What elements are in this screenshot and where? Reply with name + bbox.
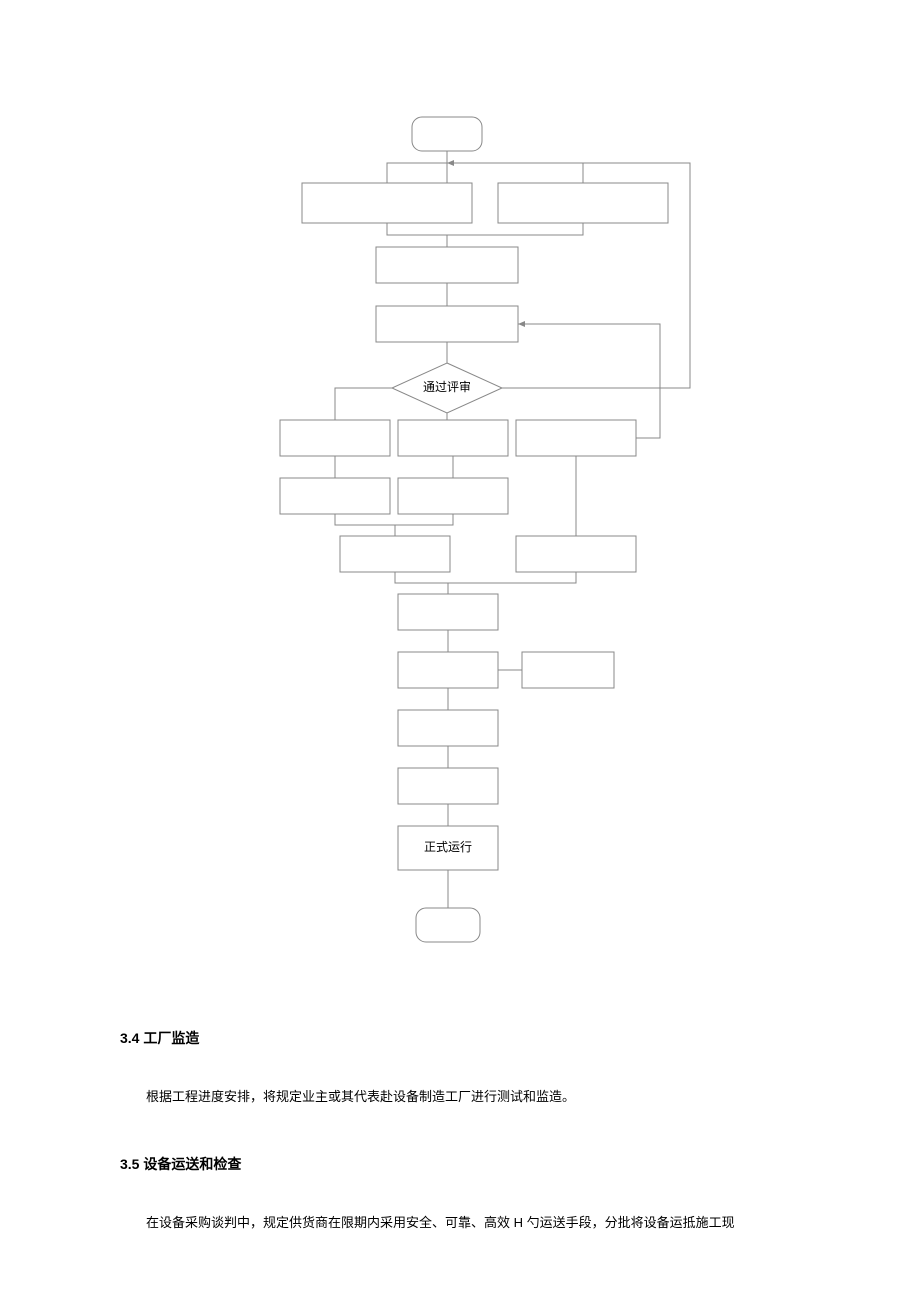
section-3-5-heading: 3.5 设备运送和检查	[120, 1152, 800, 1177]
section-3-5-body: 在设备采购谈判中，规定供货商在限期内采用安全、可靠、高效 H 勺运送手段，分批将…	[120, 1207, 800, 1240]
svg-text:通过评审: 通过评审	[423, 379, 471, 394]
section-3-4-heading: 3.4 工厂监造	[120, 1026, 800, 1051]
section-3-4-body: 根据工程进度安排，将规定业主或其代表赴设备制造工厂进行测试和监造。	[120, 1081, 800, 1114]
svg-text:正式运行: 正式运行	[424, 840, 472, 854]
section-3-4: 3.4 工厂监造 根据工程进度安排，将规定业主或其代表赴设备制造工厂进行测试和监…	[120, 1026, 800, 1114]
flowchart-diagram: 通过评审正式运行	[0, 0, 920, 980]
section-3-5: 3.5 设备运送和检查 在设备采购谈判中，规定供货商在限期内采用安全、可靠、高效…	[120, 1152, 800, 1240]
